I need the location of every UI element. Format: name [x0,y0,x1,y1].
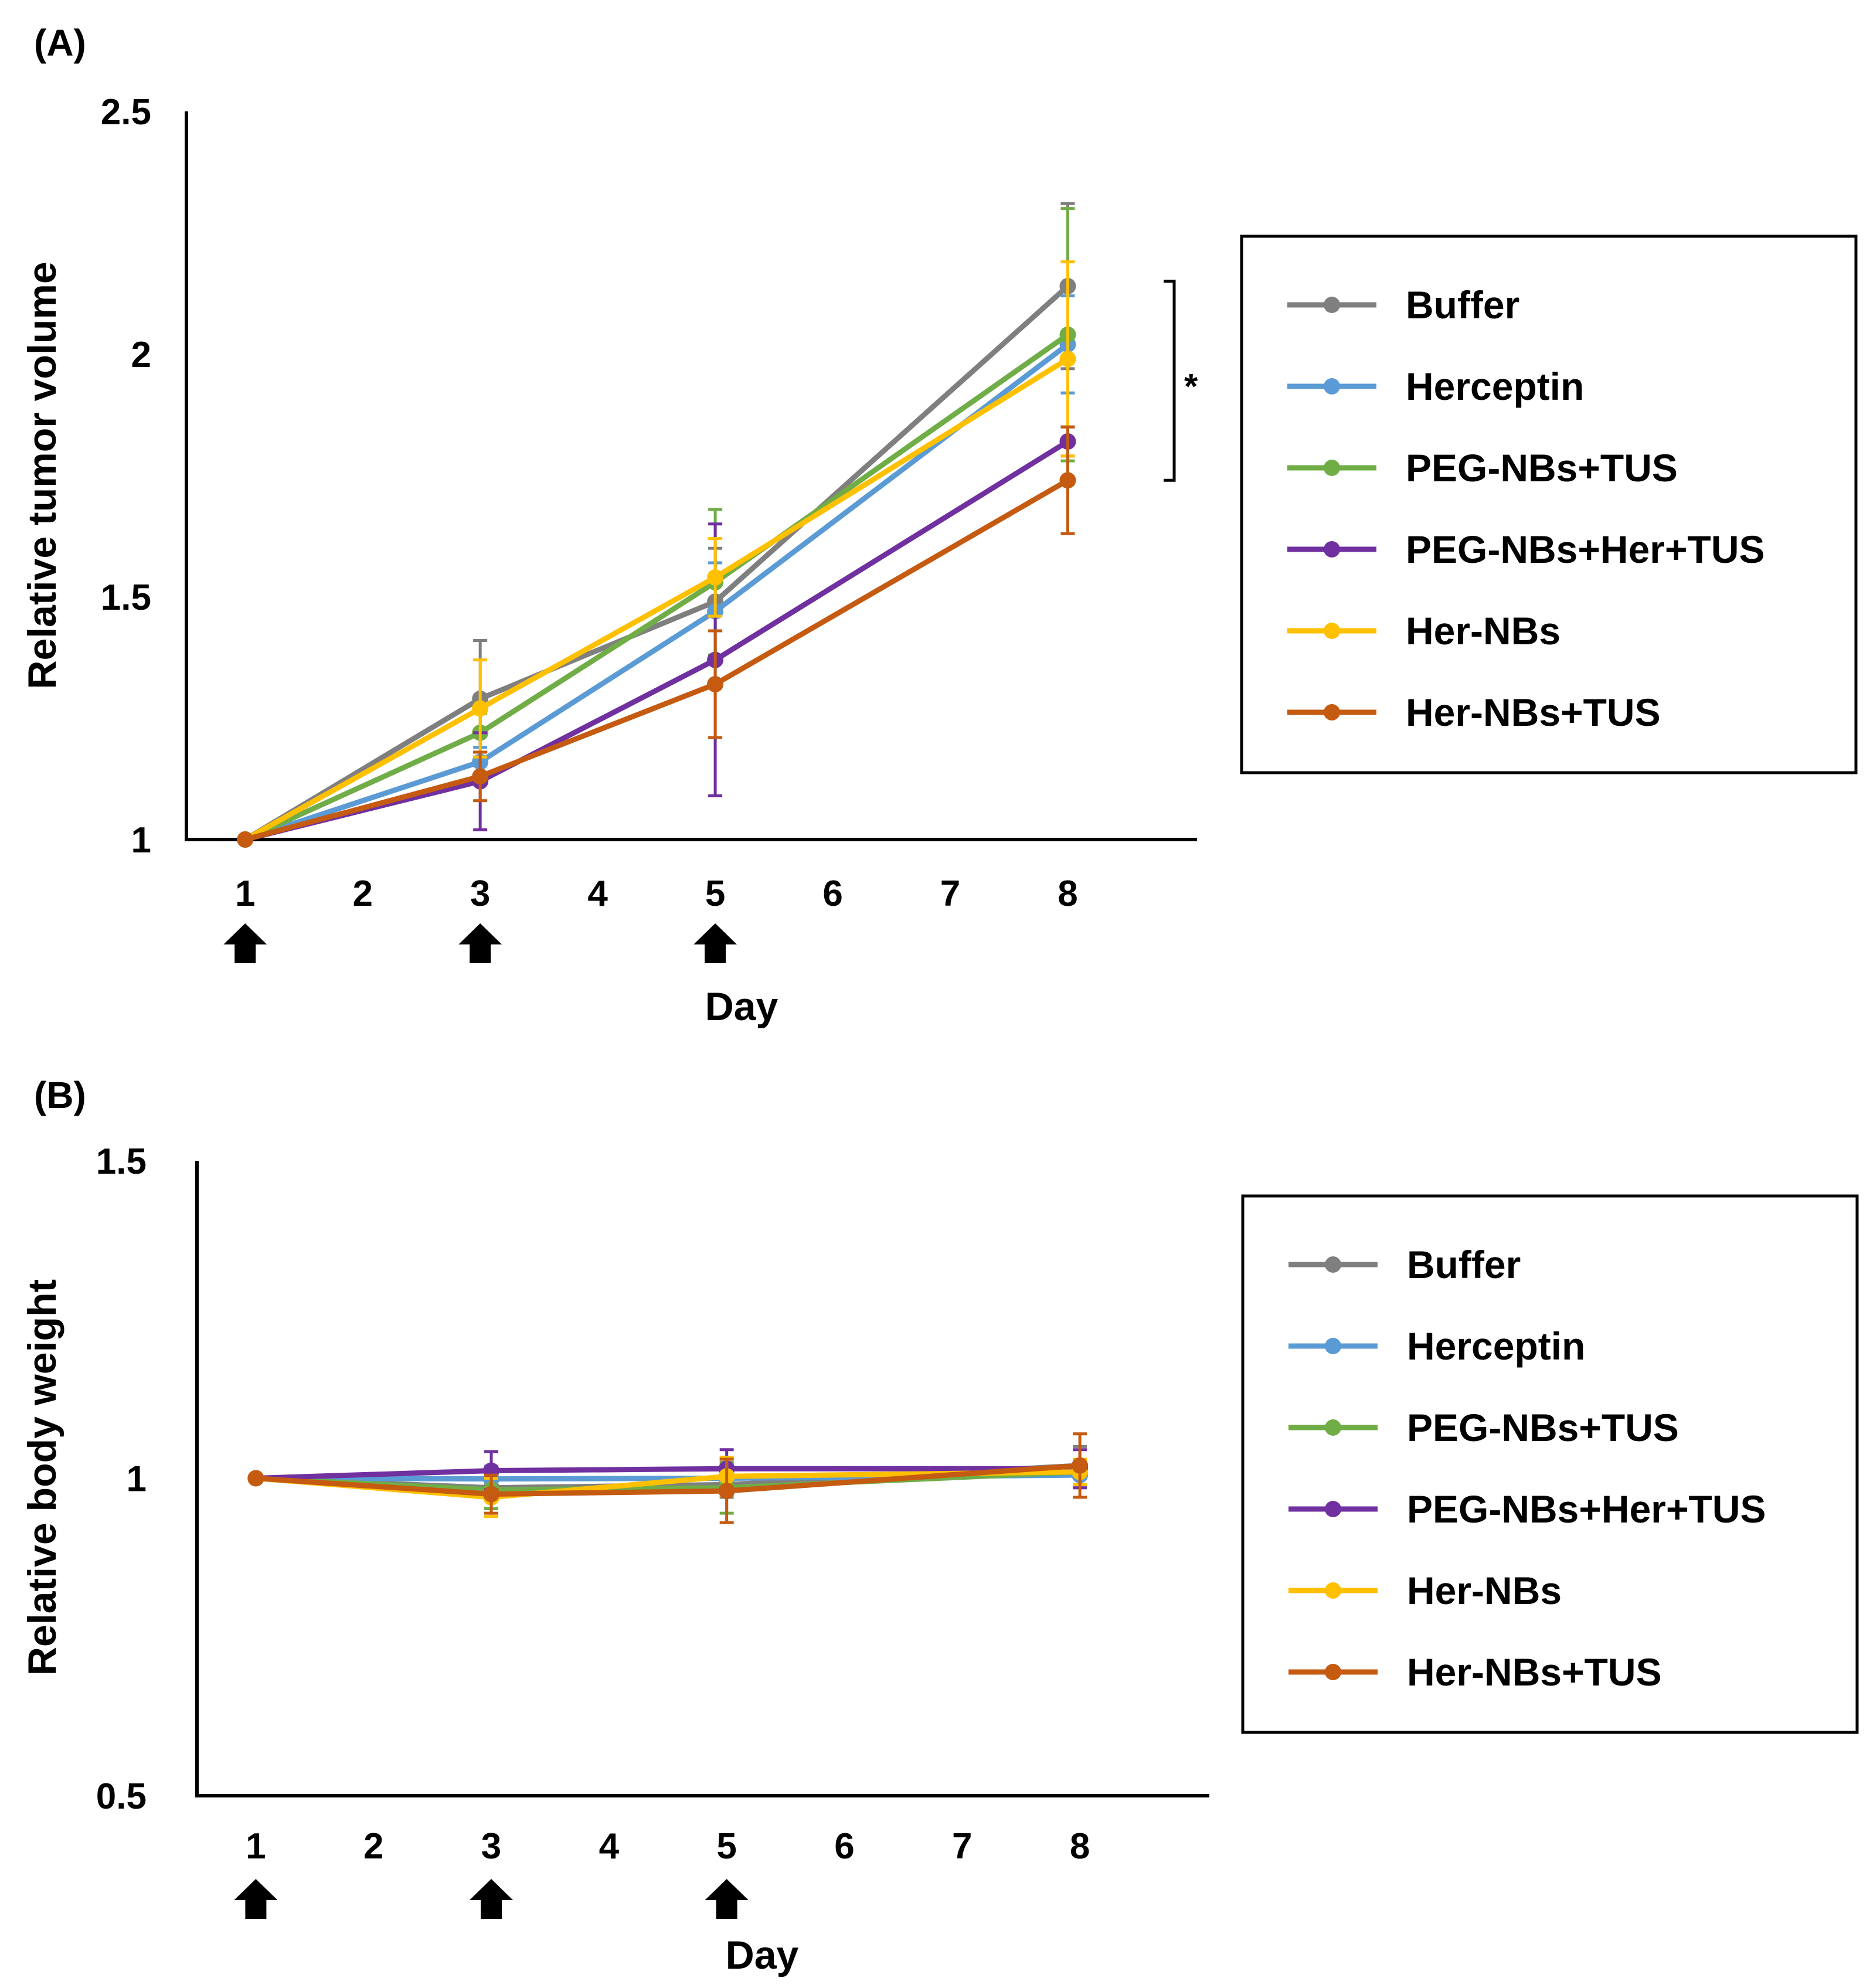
data-point [472,768,489,785]
panel-b: (B) 0.5 1 1.5 1 2 3 4 5 6 7 8 Relative body weight Da… [20,1074,1859,1977]
legend-label: Buffer [1406,283,1519,327]
x-tick-label: 7 [952,1826,972,1867]
y-tick-label: 2 [131,335,151,375]
legend-swatch-marker [1324,297,1340,313]
treatment-arrow-icon [234,1879,278,1919]
series-her-nbs [237,260,1076,848]
data-point [1072,1457,1089,1474]
series-line [244,439,1069,842]
series-line [256,1463,1080,1497]
data-point [247,1470,264,1487]
legend-label: Her-NBs [1407,1569,1562,1612]
panel-a: (A) 1 1.5 2 2.5 1 2 3 4 5 6 7 8 Relative tumor volume… [20,22,1858,1029]
series-her-nbs-tus [247,1432,1089,1524]
treatment-arrow-icon [458,923,502,963]
data-point [707,569,724,586]
x-tick-label: 8 [1058,874,1077,914]
legend-label: PEG-NBs+TUS [1407,1406,1679,1449]
series-her-nbs-tus [237,425,1076,848]
legend-box [1241,1194,1859,1734]
data-point [237,831,254,848]
x-tick-label: 3 [470,874,490,914]
legend-swatch-marker [1324,623,1340,639]
legend-swatch-marker [1325,1664,1341,1680]
legend-label: PEG-NBs+Her+TUS [1407,1487,1766,1531]
panel-label: (A) [34,22,86,64]
legend-label: Herceptin [1406,365,1584,408]
legend-label: PEG-NBs+TUS [1406,446,1678,490]
y-tick-label: 1 [127,1459,147,1500]
series-line [244,356,1069,842]
series-herceptin [237,294,1076,848]
x-tick-label: 2 [352,874,372,914]
treatment-arrow-icon [705,1879,749,1919]
y-tick-label: 1 [131,820,151,861]
data-point [472,700,489,717]
x-tick-label: 6 [834,1826,854,1867]
x-tick-label: 3 [481,1826,501,1867]
legend-swatch-marker [1324,541,1340,558]
x-tick-label: 6 [822,874,842,914]
legend-swatch-marker [1324,460,1340,476]
y-axis-title: Relative body weight [20,1279,64,1676]
legend-swatch-marker [1325,1256,1341,1273]
series-peg-nbs-tus [237,207,1076,848]
x-axis-title: Day [705,984,778,1029]
panel-label: (B) [34,1074,86,1116]
series-line [256,1466,1080,1481]
legend-swatch-marker [1325,1419,1341,1436]
x-tick-label: 1 [246,1826,266,1867]
series-line [244,342,1070,842]
x-tick-label: 7 [940,874,960,914]
data-point [718,1483,735,1500]
data-point [1059,472,1076,489]
x-axis-title: Day [726,1933,799,1977]
legend-label: Her-NBs+TUS [1407,1650,1662,1694]
legend-swatch-marker [1325,1501,1341,1517]
legend-label: Buffer [1407,1243,1521,1286]
data-point [483,1486,500,1503]
data-point [1059,351,1076,368]
legend-label: Her-NBs+TUS [1406,691,1661,734]
legend-box [1240,235,1858,774]
treatment-arrow-icon [223,923,267,963]
x-tick-label: 5 [705,874,725,914]
series-buffer [237,202,1076,848]
y-tick-label: 2.5 [101,92,151,132]
y-tick-label: 0.5 [96,1776,147,1817]
x-tick-label: 5 [716,1826,736,1867]
series-line [243,284,1070,842]
series-line [244,478,1069,842]
series-line [244,332,1070,842]
legend-swatch-marker [1325,1582,1341,1599]
x-tick-label: 8 [1070,1826,1090,1867]
x-tick-label: 4 [599,1826,620,1867]
legend-swatch-marker [1324,378,1340,395]
y-tick-label: 1.5 [101,577,151,618]
x-tick-label: 2 [363,1826,383,1867]
legend-label: PEG-NBs+Her+TUS [1406,528,1765,571]
treatment-arrow-icon [470,1879,514,1919]
legend-label: Herceptin [1407,1324,1585,1368]
x-tick-label: 1 [235,874,255,914]
legend-swatch-marker [1325,1338,1341,1354]
significance-bracket [1164,280,1176,482]
legend-swatch-marker [1324,704,1340,721]
y-tick-label: 1.5 [96,1141,147,1182]
legend-label: Her-NBs [1406,609,1560,653]
significance-marker: * [1184,367,1198,406]
data-point [707,676,724,693]
y-axis-title: Relative tumor volume [20,261,64,689]
x-tick-label: 4 [587,874,608,914]
treatment-arrow-icon [693,923,737,963]
